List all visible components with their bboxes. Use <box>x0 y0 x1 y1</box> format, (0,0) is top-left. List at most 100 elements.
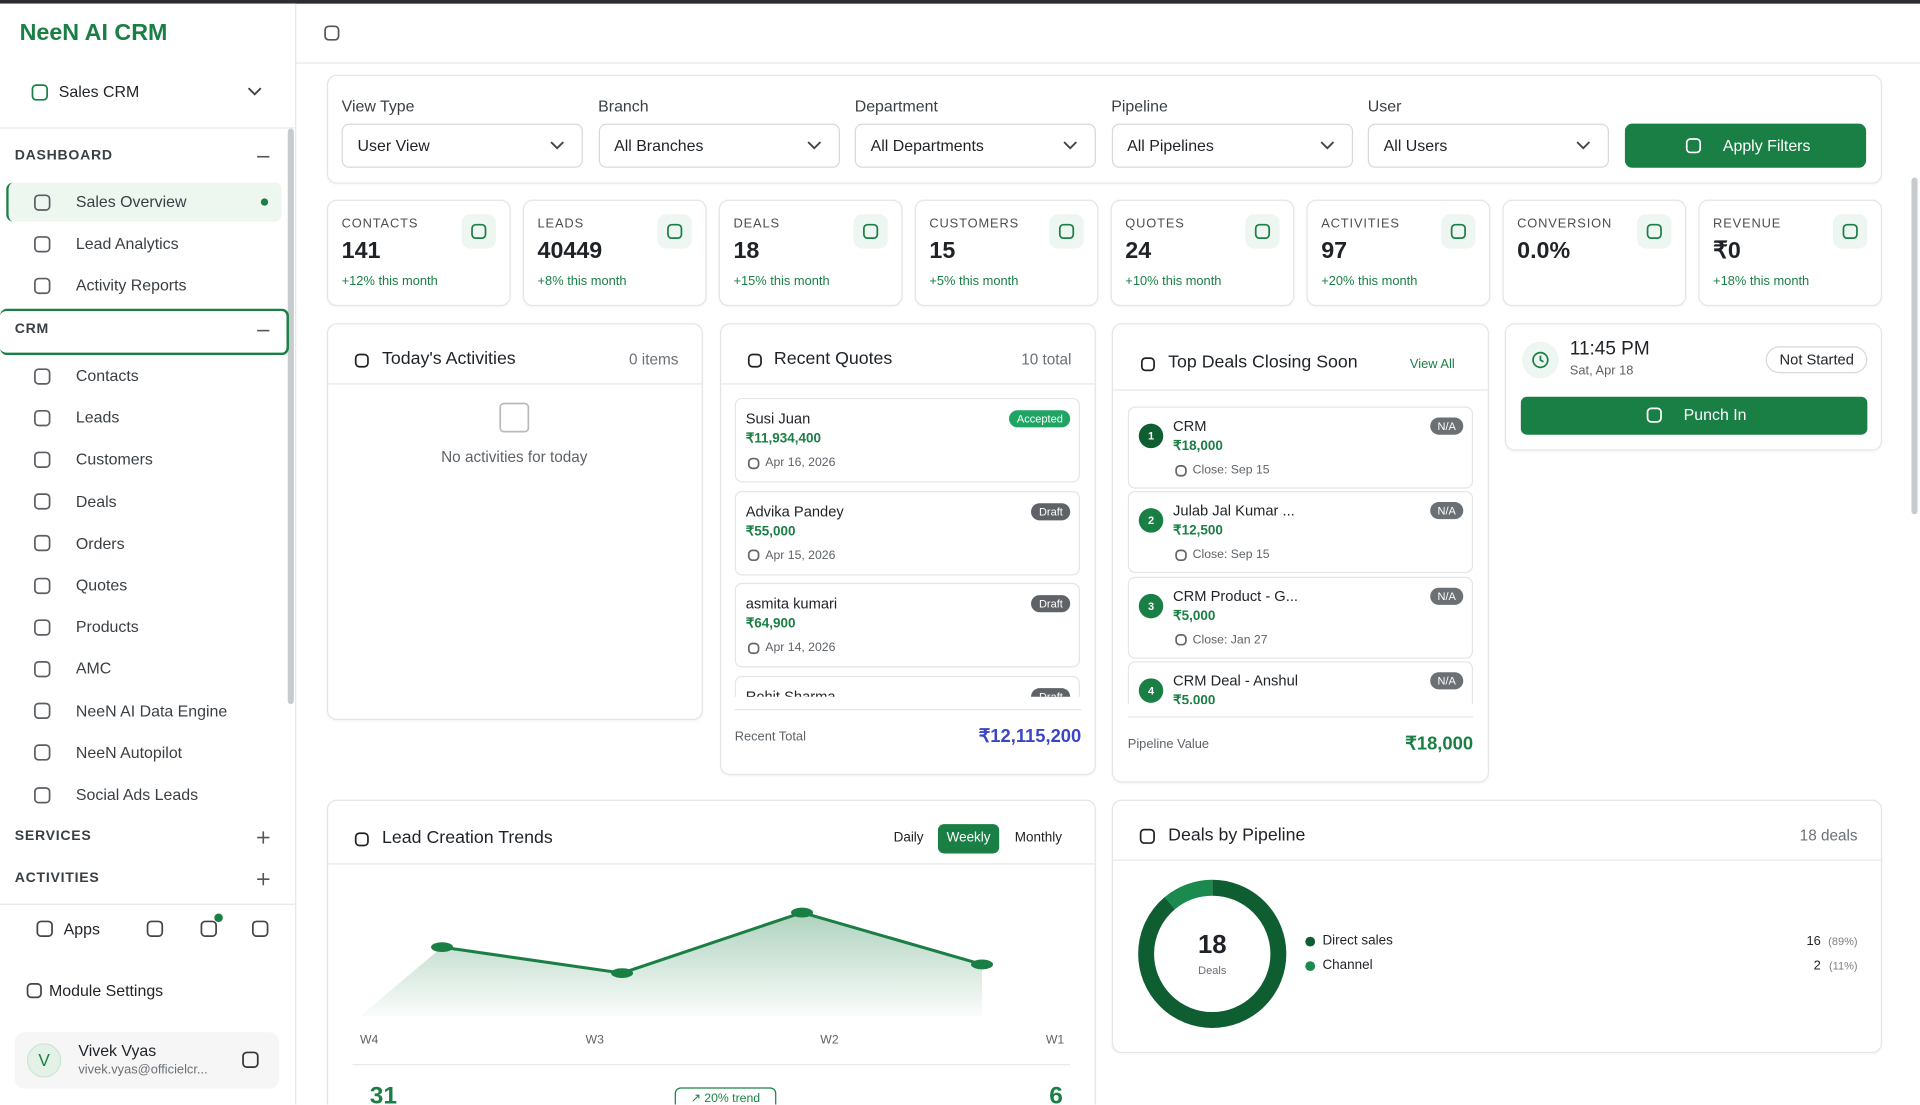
icon <box>33 277 50 294</box>
expand-icon <box>257 873 270 886</box>
deal-close: Close: Jan 27 <box>1192 633 1268 647</box>
filter-select[interactable] <box>341 123 583 168</box>
deal-badge: N/A <box>1430 672 1464 690</box>
nav-item[interactable]: Customers <box>75 450 153 469</box>
icon-shape <box>667 223 683 240</box>
deals-panel <box>1111 323 1489 783</box>
stat-label: CUSTOMERS <box>929 216 1020 232</box>
total-leads: 31 <box>369 1082 398 1105</box>
nav-item[interactable]: Leads <box>75 408 120 427</box>
nav-item[interactable]: Quotes <box>75 575 128 595</box>
nav-item[interactable]: Activity Reports <box>75 276 187 295</box>
total-label: Pipeline Value <box>1127 736 1210 752</box>
chevron <box>550 141 564 150</box>
active-dot <box>260 198 269 206</box>
nav-item[interactable]: Products <box>75 617 139 636</box>
panel-title: Recent Quotes <box>773 349 893 369</box>
tab[interactable]: Daily <box>893 830 924 846</box>
point <box>611 968 634 978</box>
nav-item-active[interactable] <box>6 182 282 222</box>
icon-shape <box>1254 223 1271 240</box>
stat-label: REVENUE <box>1713 216 1782 232</box>
icon-shape <box>354 831 369 846</box>
stat-change: +20% this month <box>1321 273 1418 289</box>
icon-shape <box>324 25 340 41</box>
punch-button[interactable] <box>1520 396 1868 435</box>
icon <box>1174 549 1187 561</box>
filter-panel <box>326 74 1883 184</box>
stat-card <box>1306 199 1491 307</box>
status: Not Started <box>1766 346 1868 374</box>
icon-shape <box>1646 407 1662 423</box>
icon-shape <box>33 618 50 636</box>
area <box>360 912 983 1017</box>
icon <box>499 402 530 433</box>
icon <box>35 919 53 937</box>
nav-item[interactable]: Contacts <box>75 366 139 385</box>
view-all[interactable]: View All <box>1409 357 1455 372</box>
icon <box>863 223 879 240</box>
deal-card <box>1127 661 1474 705</box>
divider <box>721 383 1095 385</box>
scrollbar <box>1911 177 1918 515</box>
nav-item[interactable]: NeeN AI Data Engine <box>75 701 228 720</box>
nav-item[interactable]: Sales Overview <box>75 192 187 211</box>
icon <box>747 642 759 654</box>
divider <box>1127 716 1474 718</box>
rank-number: 2 <box>1147 514 1155 528</box>
nav-item[interactable]: Deals <box>75 491 117 511</box>
filter-select[interactable] <box>1367 123 1609 168</box>
icon-shape <box>33 744 50 762</box>
stat-label: CONVERSION <box>1517 216 1613 232</box>
icon-shape <box>241 1050 259 1068</box>
icon-shape <box>747 457 759 469</box>
icon <box>146 919 163 937</box>
legend-label: Channel <box>1322 957 1373 973</box>
filter-select[interactable] <box>598 123 840 168</box>
icon <box>33 535 50 552</box>
nav-item[interactable]: AMC <box>75 659 112 678</box>
icon <box>33 409 50 426</box>
divider <box>352 1064 1071 1066</box>
icon <box>667 223 683 240</box>
stat-change: +15% this month <box>733 273 830 289</box>
nav-item[interactable]: Orders <box>75 533 125 553</box>
icon-shape <box>199 919 217 937</box>
deal-amount: ₹12,500 <box>1173 523 1223 539</box>
trend-line <box>441 910 983 975</box>
filter-select[interactable] <box>1111 123 1353 168</box>
icon-shape <box>1539 355 1544 363</box>
icon <box>354 353 369 367</box>
icon-shape <box>1646 223 1662 240</box>
tab[interactable]: Weekly <box>946 830 991 846</box>
quote-card <box>734 582 1081 668</box>
chevron <box>1319 141 1334 150</box>
stat-icon-bg <box>1441 214 1476 249</box>
clock-icon <box>1532 351 1549 369</box>
panel-title: Today's Activities <box>382 349 516 369</box>
nav-item[interactable]: NeeN Autopilot <box>75 743 183 762</box>
tab[interactable]: Monthly <box>1014 830 1062 846</box>
status-badge: Draft <box>1031 687 1071 697</box>
apply-button[interactable] <box>1624 123 1867 168</box>
deal-card <box>1127 576 1474 659</box>
icon-shape <box>1174 634 1187 646</box>
panel-title: Top Deals Closing Soon <box>1168 353 1358 373</box>
nav-item[interactable]: Social Ads Leads <box>75 785 199 804</box>
filter-value: All Branches <box>614 136 704 155</box>
deals-list: 1 CRM ₹18,000 Close: Sep 15 N/A 2 Julab Jal Ku… <box>1127 399 1475 705</box>
nav-item[interactable]: Lead Analytics <box>75 234 179 253</box>
filter-select[interactable] <box>854 123 1096 168</box>
status-badge: Accepted <box>1009 410 1071 428</box>
icon <box>33 577 50 594</box>
quote-name: asmita kumari <box>745 595 838 613</box>
stat-icon-bg <box>461 214 496 249</box>
rank-number: 1 <box>1147 429 1155 443</box>
icon-shape <box>33 451 50 468</box>
notify-dot <box>214 913 223 923</box>
icon-shape <box>33 786 50 803</box>
tab-active[interactable] <box>937 824 1000 854</box>
user-email: vivek.vyas@officielcr... <box>78 1062 208 1078</box>
panel-title: Lead Creation Trends <box>382 828 553 848</box>
